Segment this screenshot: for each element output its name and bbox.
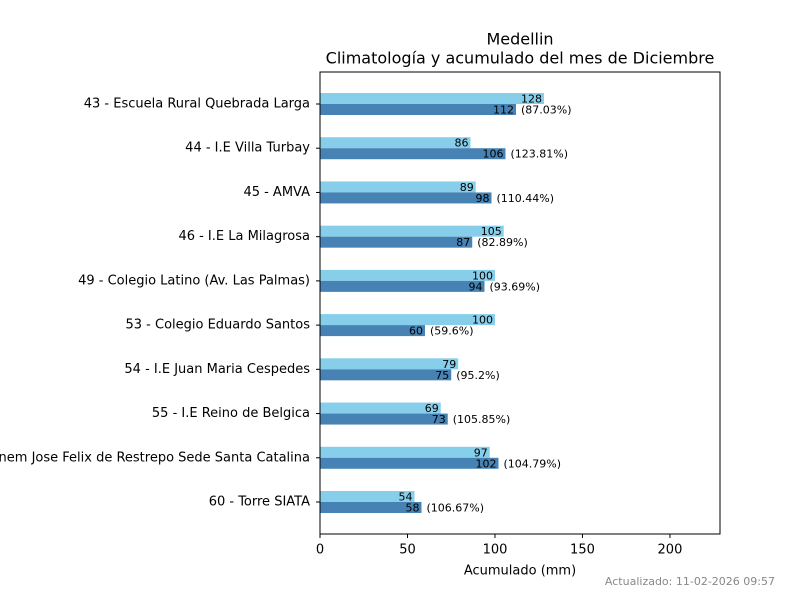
bar (320, 491, 415, 502)
value-label: 94 (468, 280, 482, 293)
percent-label: (105.85%) (453, 413, 511, 426)
value-label: 105 (481, 225, 502, 238)
value-label: 69 (425, 402, 439, 415)
chart-title: Medellin (486, 30, 553, 49)
value-label: 73 (432, 413, 446, 426)
value-label: 100 (472, 269, 493, 282)
value-label: 86 (454, 137, 468, 150)
value-label: 75 (435, 369, 449, 382)
bar (320, 280, 485, 292)
bar (320, 402, 441, 414)
value-label: 97 (474, 446, 488, 459)
x-tick-label: 0 (316, 543, 324, 558)
percent-label: (95.2%) (456, 369, 500, 382)
value-label: 102 (475, 457, 496, 470)
bar (320, 269, 495, 281)
bar (320, 314, 495, 326)
x-tick-label: 50 (399, 543, 416, 558)
bar (320, 225, 504, 237)
bar (320, 93, 544, 104)
bar (320, 369, 452, 381)
y-tick-label: 60 - Torre SIATA (209, 495, 310, 510)
y-tick-label: Inem Jose Felix de Restrepo Sede Santa C… (0, 450, 310, 465)
percent-label: (104.79%) (503, 457, 561, 470)
value-label: 60 (409, 325, 423, 338)
chart-subtitle: Climatología y acumulado del mes de Dici… (326, 49, 715, 68)
value-label: 79 (442, 358, 456, 371)
bar (320, 148, 506, 160)
value-label: 128 (521, 93, 542, 106)
y-tick-label: 46 - I.E La Milagrosa (178, 229, 310, 244)
bar (320, 137, 471, 149)
y-tick-label: 49 - Colegio Latino (Av. Las Palmas) (78, 273, 310, 288)
x-tick-label: 150 (570, 543, 595, 558)
bar (320, 413, 448, 425)
percent-label: (59.6%) (430, 325, 474, 338)
bar (320, 181, 476, 193)
y-tick-label: 55 - I.E Reino de Belgica (152, 406, 310, 421)
value-label: 87 (456, 236, 470, 249)
y-tick-label: 43 - Escuela Rural Quebrada Larga (84, 97, 310, 112)
bar (320, 192, 492, 204)
value-label: 98 (475, 192, 489, 205)
value-label: 54 (398, 491, 412, 504)
plot-frame (319, 71, 721, 535)
y-tick-label: 44 - I.E Villa Turbay (185, 141, 310, 156)
percent-label: (123.81%) (510, 148, 568, 161)
bar (320, 236, 473, 248)
x-axis-label: Acumulado (mm) (464, 564, 576, 579)
bar (320, 446, 490, 458)
percent-label: (110.44%) (496, 192, 554, 205)
y-tick-label: 54 - I.E Juan Maria Cespedes (124, 362, 310, 377)
value-label: 112 (493, 104, 514, 117)
percent-label: (82.89%) (477, 236, 528, 249)
value-label: 58 (405, 502, 419, 515)
bar (320, 457, 499, 469)
value-label: 89 (460, 181, 474, 194)
bar (320, 104, 516, 115)
value-label: 106 (482, 148, 503, 161)
value-label: 100 (472, 314, 493, 327)
percent-label: (87.03%) (521, 104, 572, 117)
percent-label: (93.69%) (489, 280, 540, 293)
footer: Actualizado: 11-02-2026 09:57 (605, 575, 775, 588)
x-tick-label: 200 (658, 543, 683, 558)
y-tick-label: 53 - Colegio Eduardo Santos (126, 318, 311, 333)
bar (320, 502, 422, 513)
bar (320, 325, 425, 337)
percent-label: (106.67%) (426, 502, 484, 515)
y-tick-label: 45 - AMVA (243, 185, 310, 200)
x-tick-label: 100 (483, 543, 508, 558)
bar (320, 358, 459, 370)
